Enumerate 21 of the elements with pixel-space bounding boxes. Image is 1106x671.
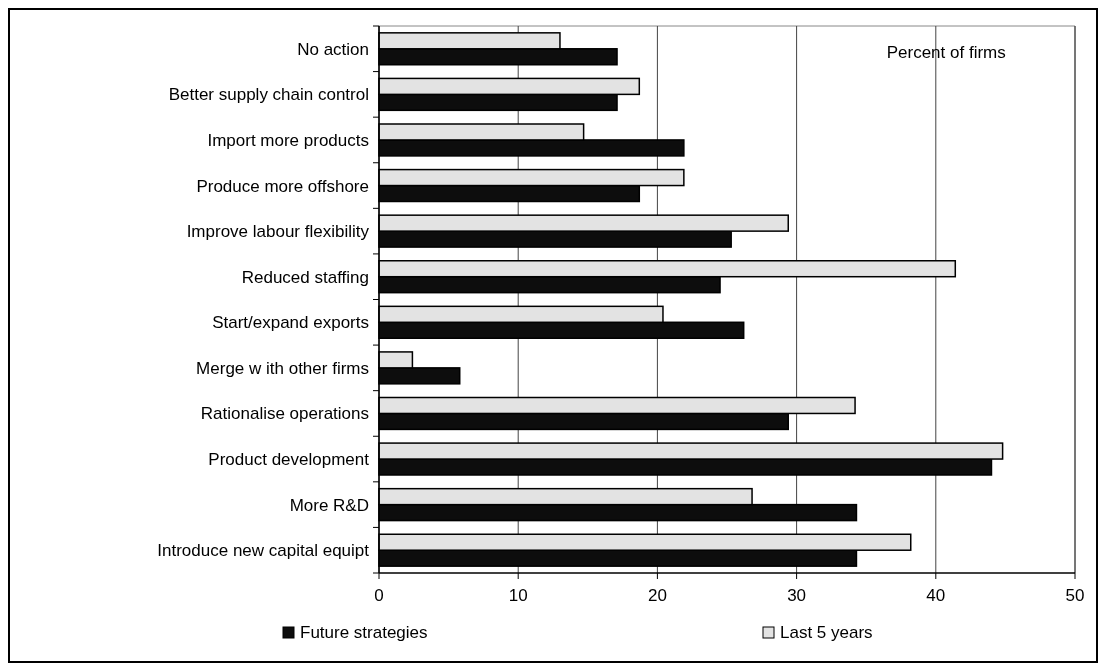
y-tick-label: Improve labour flexibility (186, 222, 370, 242)
y-tick-label: Better supply chain control (168, 85, 369, 105)
x-tick-label: 0 (374, 586, 384, 605)
y-tick-label: Product development (208, 450, 370, 470)
y-tick-label: More R&D (289, 495, 369, 515)
x-tick-label: 10 (508, 586, 528, 605)
y-tick-label: Rationalise operations (200, 404, 369, 424)
x-tick-label: 50 (1065, 586, 1085, 605)
x-tick-label: 20 (647, 586, 667, 605)
legend-label: Last 5 years (780, 623, 873, 642)
y-tick-label: Import more products (207, 130, 369, 150)
y-tick-label: No action (297, 39, 369, 59)
y-tick-label: Start/expand exports (212, 313, 369, 333)
y-tick-label: Introduce new capital equipt (157, 541, 370, 561)
y-tick-label: Reduced staffing (241, 267, 369, 287)
annotation: Percent of firms (886, 43, 1006, 62)
y-tick-label: Merge w ith other firms (196, 358, 369, 378)
legend-label: Future strategies (300, 623, 428, 642)
y-tick-label: Produce more offshore (196, 176, 369, 196)
x-tick-label: 40 (926, 586, 946, 605)
x-tick-label: 30 (787, 586, 807, 605)
